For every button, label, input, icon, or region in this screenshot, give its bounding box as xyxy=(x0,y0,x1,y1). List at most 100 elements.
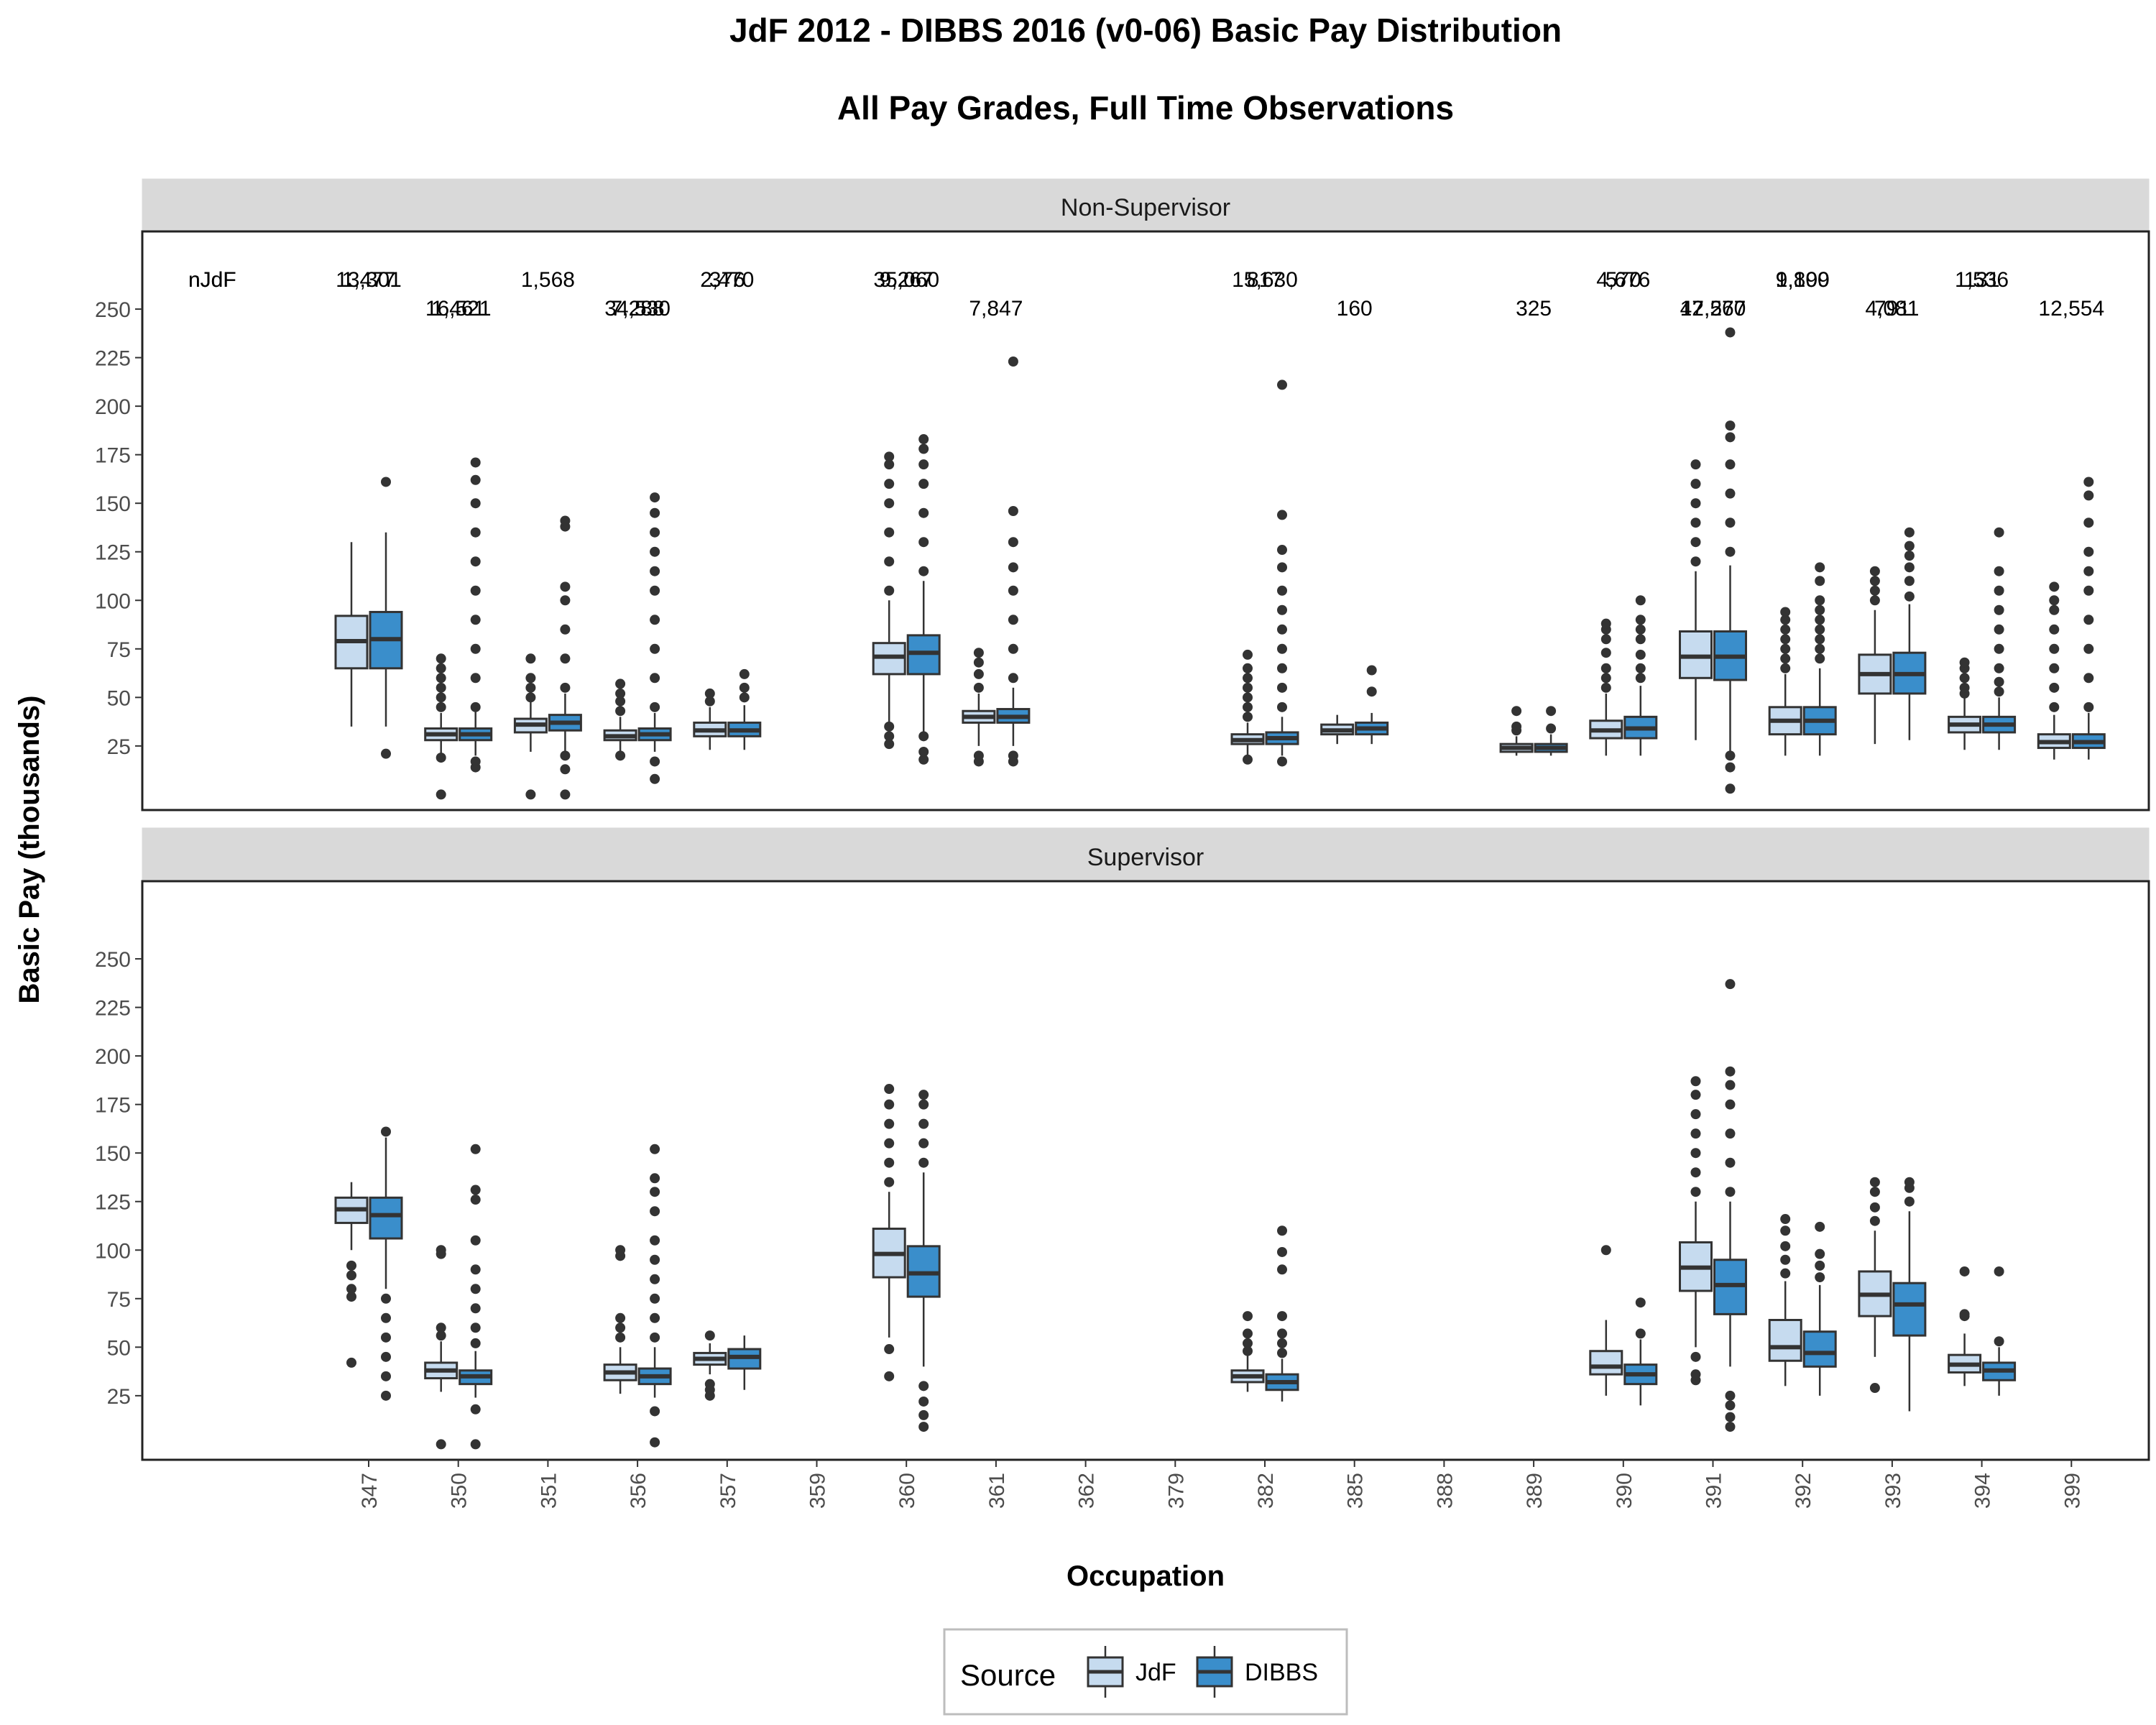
box-jdf-385 xyxy=(1320,714,1355,745)
outlier-point xyxy=(470,1195,481,1205)
outlier-point xyxy=(650,507,660,518)
outlier-point xyxy=(884,1118,895,1129)
outlier-point xyxy=(918,479,929,489)
outlier-point xyxy=(1959,1309,1970,1320)
outlier-point xyxy=(1277,1338,1287,1348)
outlier-point xyxy=(1690,1076,1701,1087)
outlier-point xyxy=(650,1437,660,1448)
outlier-point xyxy=(1780,1254,1791,1265)
box-dibbs-356 xyxy=(637,492,672,784)
box-jdf-360 xyxy=(872,451,906,750)
outlier-point xyxy=(1511,721,1522,732)
outlier-point xyxy=(1243,673,1253,684)
outlier-point xyxy=(381,1312,391,1323)
box-jdf-356 xyxy=(603,678,637,761)
outlier-point xyxy=(1815,595,1825,606)
legend-entry-jdf: JdF xyxy=(1087,1646,1176,1698)
outlier-point xyxy=(650,1312,660,1323)
outlier-point xyxy=(884,721,895,732)
outlier-point xyxy=(1725,762,1736,773)
outlier-point xyxy=(560,750,571,761)
count-label: 1,477 xyxy=(341,268,395,292)
outlier-point xyxy=(436,789,446,800)
outlier-point xyxy=(346,1357,356,1368)
outlier-point xyxy=(1690,1167,1701,1178)
outlier-point xyxy=(1815,1248,1825,1259)
outlier-point xyxy=(470,527,481,538)
outlier-point xyxy=(436,692,446,703)
box-jdf-357 xyxy=(693,1330,727,1401)
box-jdf-351 xyxy=(513,653,548,800)
panel-non-supervisor: Non-Supervisor 25 50 75 100 125 150 175 200 225 25… xyxy=(95,178,2150,811)
outlier-point xyxy=(1994,686,2004,697)
box-jdf-382 xyxy=(1230,649,1265,765)
outlier-point xyxy=(918,731,929,742)
outlier-point xyxy=(436,753,446,763)
outlier-point xyxy=(1994,585,2004,596)
y-tick-label: 175 xyxy=(95,1094,131,1118)
outlier-point xyxy=(884,1084,895,1095)
outlier-point xyxy=(470,1404,481,1414)
outlier-point xyxy=(918,1138,929,1149)
outlier-point xyxy=(525,673,536,684)
outlier-point xyxy=(1690,1369,1701,1380)
outlier-point xyxy=(1008,356,1018,367)
facet-strip-label: Supervisor xyxy=(1087,844,1204,871)
box-jdf-393 xyxy=(1858,566,1892,745)
outlier-point xyxy=(1277,702,1287,712)
y-tick-label: 225 xyxy=(95,997,131,1021)
outlier-point xyxy=(1690,1090,1701,1100)
box-dibbs-389 xyxy=(1534,706,1568,756)
n-label: nJdF xyxy=(188,268,236,292)
outlier-point xyxy=(2083,643,2094,654)
outlier-point xyxy=(346,1292,356,1302)
outlier-point xyxy=(918,1422,929,1432)
count-label: 16,521 xyxy=(425,297,492,321)
outlier-point xyxy=(1546,706,1557,717)
y-tick-label: 250 xyxy=(95,298,131,322)
outlier-point xyxy=(470,1284,481,1294)
outlier-point xyxy=(884,556,895,567)
n-label: nJdF xyxy=(188,268,236,292)
facet-strip xyxy=(142,827,2150,882)
outlier-point xyxy=(381,1126,391,1137)
legend-box xyxy=(943,1628,1348,1716)
outlier-point xyxy=(1725,1422,1736,1432)
outlier-point xyxy=(1690,556,1701,567)
outlier-point xyxy=(381,1293,391,1304)
box-jdf-361 xyxy=(962,648,996,767)
outlier-point xyxy=(2049,624,2060,635)
outlier-point xyxy=(1725,420,1736,431)
x-tick-label: 390 xyxy=(1613,1473,1636,1509)
outlier-point xyxy=(1869,1187,1880,1197)
count-label: 570 xyxy=(1606,268,1641,292)
box-dibbs-385 xyxy=(1355,665,1389,745)
outlier-point xyxy=(470,1144,481,1154)
outlier-point xyxy=(918,1157,929,1168)
outlier-point xyxy=(918,1396,929,1407)
outlier-point xyxy=(436,1322,446,1333)
outlier-point xyxy=(1780,1268,1791,1279)
outlier-point xyxy=(1869,595,1880,606)
outlier-point xyxy=(1869,566,1880,576)
box-dibbs-392 xyxy=(1802,1221,1837,1396)
outlier-point xyxy=(1994,527,2004,538)
outlier-point xyxy=(1243,682,1253,693)
outlier-point xyxy=(2049,604,2060,615)
outlier-point xyxy=(470,702,481,712)
outlier-point xyxy=(650,1293,660,1304)
outlier-point xyxy=(1725,327,1736,338)
outlier-point xyxy=(1635,663,1646,673)
outlier-point xyxy=(1243,1311,1253,1322)
outlier-point xyxy=(650,1235,660,1246)
outlier-point xyxy=(560,581,571,592)
outlier-point xyxy=(884,1138,895,1149)
outlier-point xyxy=(1277,1348,1287,1358)
outlier-point xyxy=(615,696,626,707)
outlier-point xyxy=(1725,1157,1736,1168)
outlier-point xyxy=(1511,706,1522,717)
outlier-point xyxy=(436,1245,446,1256)
x-tick-label: 385 xyxy=(1344,1473,1368,1509)
x-tick-label: 389 xyxy=(1523,1473,1547,1509)
outlier-point xyxy=(1904,576,1915,586)
